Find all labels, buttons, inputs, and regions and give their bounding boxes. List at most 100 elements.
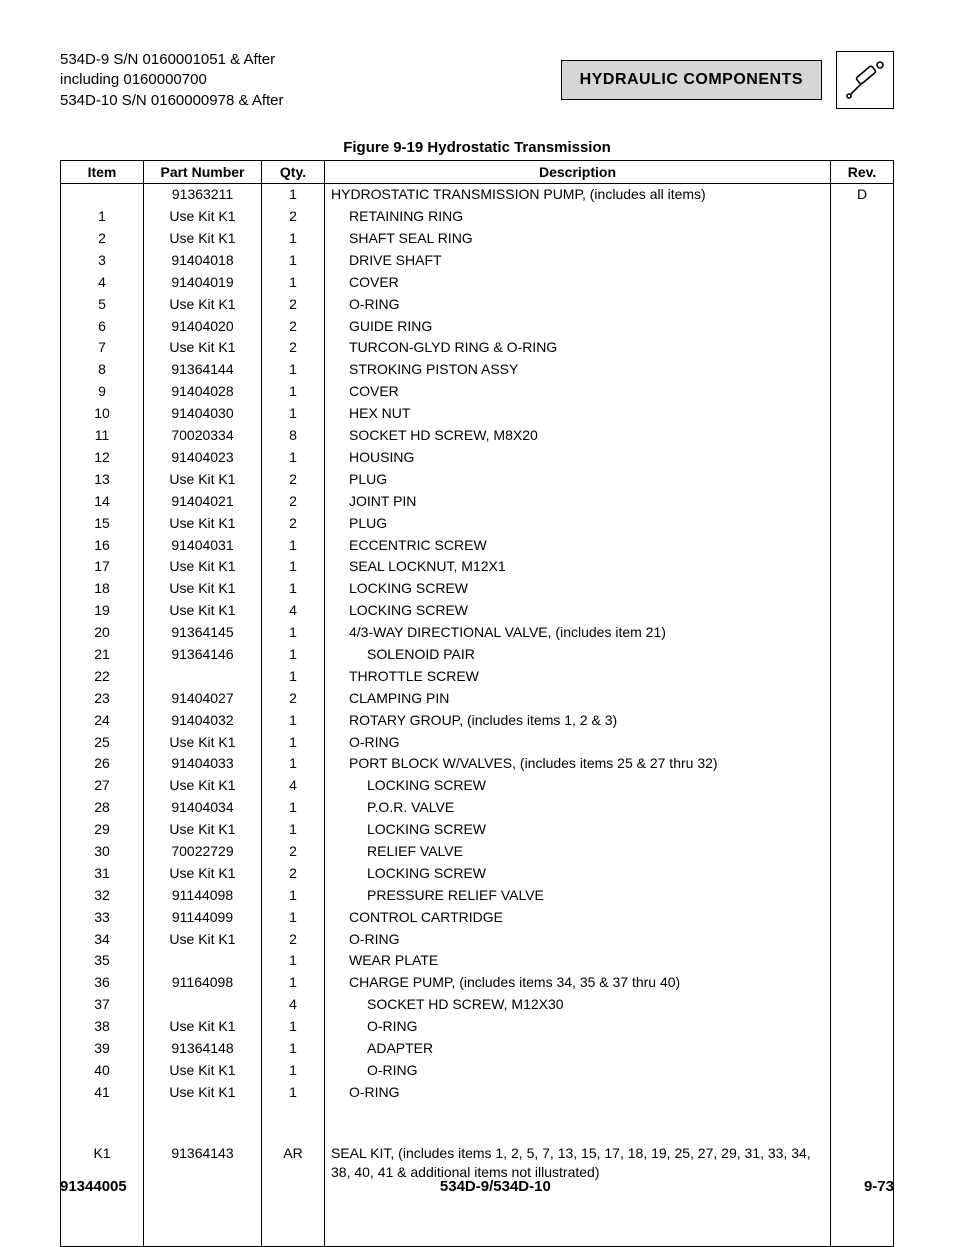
- cell-qty: 1: [262, 403, 325, 425]
- table-row: 25Use Kit K11O-RING: [61, 731, 894, 753]
- table-row: 10914040301HEX NUT: [61, 403, 894, 425]
- cell-desc: WEAR PLATE: [325, 950, 831, 972]
- cell-item: 2: [61, 228, 144, 250]
- cell-qty: 1: [262, 381, 325, 403]
- table-row: 2Use Kit K11SHAFT SEAL RING: [61, 228, 894, 250]
- cell-part: 70022729: [144, 840, 262, 862]
- cell-rev: [831, 731, 894, 753]
- table-row: 36911640981CHARGE PUMP, (includes items …: [61, 972, 894, 994]
- cell-item: 29: [61, 819, 144, 841]
- footer-right: 9-73: [864, 1178, 894, 1195]
- cell-rev: [831, 446, 894, 468]
- cell-rev: [831, 884, 894, 906]
- cell-item: 1: [61, 206, 144, 228]
- cell-qty: 1: [262, 183, 325, 205]
- cell-rev: [831, 1016, 894, 1038]
- cell-part: Use Kit K1: [144, 1016, 262, 1038]
- cell-qty: 1: [262, 1037, 325, 1059]
- table-row: 7Use Kit K12TURCON-GLYD RING & O-RING: [61, 337, 894, 359]
- cell-desc: SEAL KIT, (includes items 1, 2, 5, 7, 13…: [325, 1142, 831, 1183]
- cell-part: Use Kit K1: [144, 928, 262, 950]
- table-row: 18Use Kit K11LOCKING SCREW: [61, 578, 894, 600]
- cell-rev: [831, 775, 894, 797]
- cell-rev: [831, 753, 894, 775]
- cell-qty: 2: [262, 862, 325, 884]
- cell-qty: 1: [262, 709, 325, 731]
- table-row: 31Use Kit K12LOCKING SCREW: [61, 862, 894, 884]
- cell-desc: STROKING PISTON ASSY: [325, 359, 831, 381]
- cell-rev: [831, 797, 894, 819]
- cell-desc: COVER: [325, 381, 831, 403]
- kit-row: K191364143ARSEAL KIT, (includes items 1,…: [61, 1142, 894, 1183]
- table-row: 209136414514/3-WAY DIRECTIONAL VALVE, (i…: [61, 622, 894, 644]
- cell-qty: 1: [262, 534, 325, 556]
- table-row: 30700227292RELIEF VALVE: [61, 840, 894, 862]
- cell-qty: 2: [262, 315, 325, 337]
- cell-part: Use Kit K1: [144, 731, 262, 753]
- table-row: 40Use Kit K11O-RING: [61, 1059, 894, 1081]
- table-row: 3914040181DRIVE SHAFT: [61, 249, 894, 271]
- cell-desc: HYDROSTATIC TRANSMISSION PUMP, (includes…: [325, 183, 831, 205]
- table-row: 1Use Kit K12RETAINING RING: [61, 206, 894, 228]
- footer-center: 534D-9/534D-10: [440, 1178, 551, 1195]
- cell-rev: [831, 359, 894, 381]
- table-row: 39913641481ADAPTER: [61, 1037, 894, 1059]
- cell-qty: 4: [262, 775, 325, 797]
- header-line-1: 534D-9 S/N 0160001051 & After: [60, 50, 284, 70]
- cell-item: 13: [61, 468, 144, 490]
- cell-rev: [831, 1037, 894, 1059]
- cell-qty: 1: [262, 1081, 325, 1103]
- cell-part: 91363211: [144, 183, 262, 205]
- cell-desc: RELIEF VALVE: [325, 840, 831, 862]
- cell-rev: [831, 819, 894, 841]
- cell-desc: PRESSURE RELIEF VALVE: [325, 884, 831, 906]
- cell-qty: 1: [262, 359, 325, 381]
- cell-qty: 1: [262, 271, 325, 293]
- cell-item: 16: [61, 534, 144, 556]
- cell-part: Use Kit K1: [144, 468, 262, 490]
- cell-desc: ECCENTRIC SCREW: [325, 534, 831, 556]
- cell-qty: 2: [262, 490, 325, 512]
- cell-item: 23: [61, 687, 144, 709]
- cell-item: 31: [61, 862, 144, 884]
- cell-qty: 1: [262, 819, 325, 841]
- cell-rev: [831, 512, 894, 534]
- footer-left: 91344005: [60, 1178, 127, 1195]
- parts-table: Item Part Number Qty. Description Rev. 9…: [60, 160, 894, 1247]
- cell-qty: 1: [262, 446, 325, 468]
- cell-qty: 1: [262, 578, 325, 600]
- table-row: 9914040281COVER: [61, 381, 894, 403]
- cell-item: 11: [61, 425, 144, 447]
- cell-part: Use Kit K1: [144, 293, 262, 315]
- cell-part: 91404018: [144, 249, 262, 271]
- cell-rev: [831, 271, 894, 293]
- cell-item: 20: [61, 622, 144, 644]
- cell-part: Use Kit K1: [144, 206, 262, 228]
- cell-item: K1: [61, 1142, 144, 1183]
- cell-qty: 1: [262, 950, 325, 972]
- cell-part: 91404019: [144, 271, 262, 293]
- table-row: 38Use Kit K11O-RING: [61, 1016, 894, 1038]
- cell-rev: [831, 862, 894, 884]
- cell-item: 32: [61, 884, 144, 906]
- cell-qty: 1: [262, 797, 325, 819]
- cell-item: 10: [61, 403, 144, 425]
- cell-qty: 1: [262, 622, 325, 644]
- cell-rev: [831, 622, 894, 644]
- table-row: 16914040311ECCENTRIC SCREW: [61, 534, 894, 556]
- col-header-item: Item: [61, 160, 144, 183]
- cell-desc: GUIDE RING: [325, 315, 831, 337]
- cell-part: Use Kit K1: [144, 556, 262, 578]
- cell-item: 14: [61, 490, 144, 512]
- cell-desc: RETAINING RING: [325, 206, 831, 228]
- cell-item: 39: [61, 1037, 144, 1059]
- table-row: 14914040212JOINT PIN: [61, 490, 894, 512]
- cell-rev: [831, 950, 894, 972]
- header-right: HYDRAULIC COMPONENTS: [561, 51, 894, 109]
- cell-part: Use Kit K1: [144, 1081, 262, 1103]
- cell-rev: [831, 1142, 894, 1183]
- table-row: 374SOCKET HD SCREW, M12X30: [61, 994, 894, 1016]
- cell-rev: [831, 206, 894, 228]
- cell-desc: SHAFT SEAL RING: [325, 228, 831, 250]
- hydraulic-cylinder-icon: [836, 51, 894, 109]
